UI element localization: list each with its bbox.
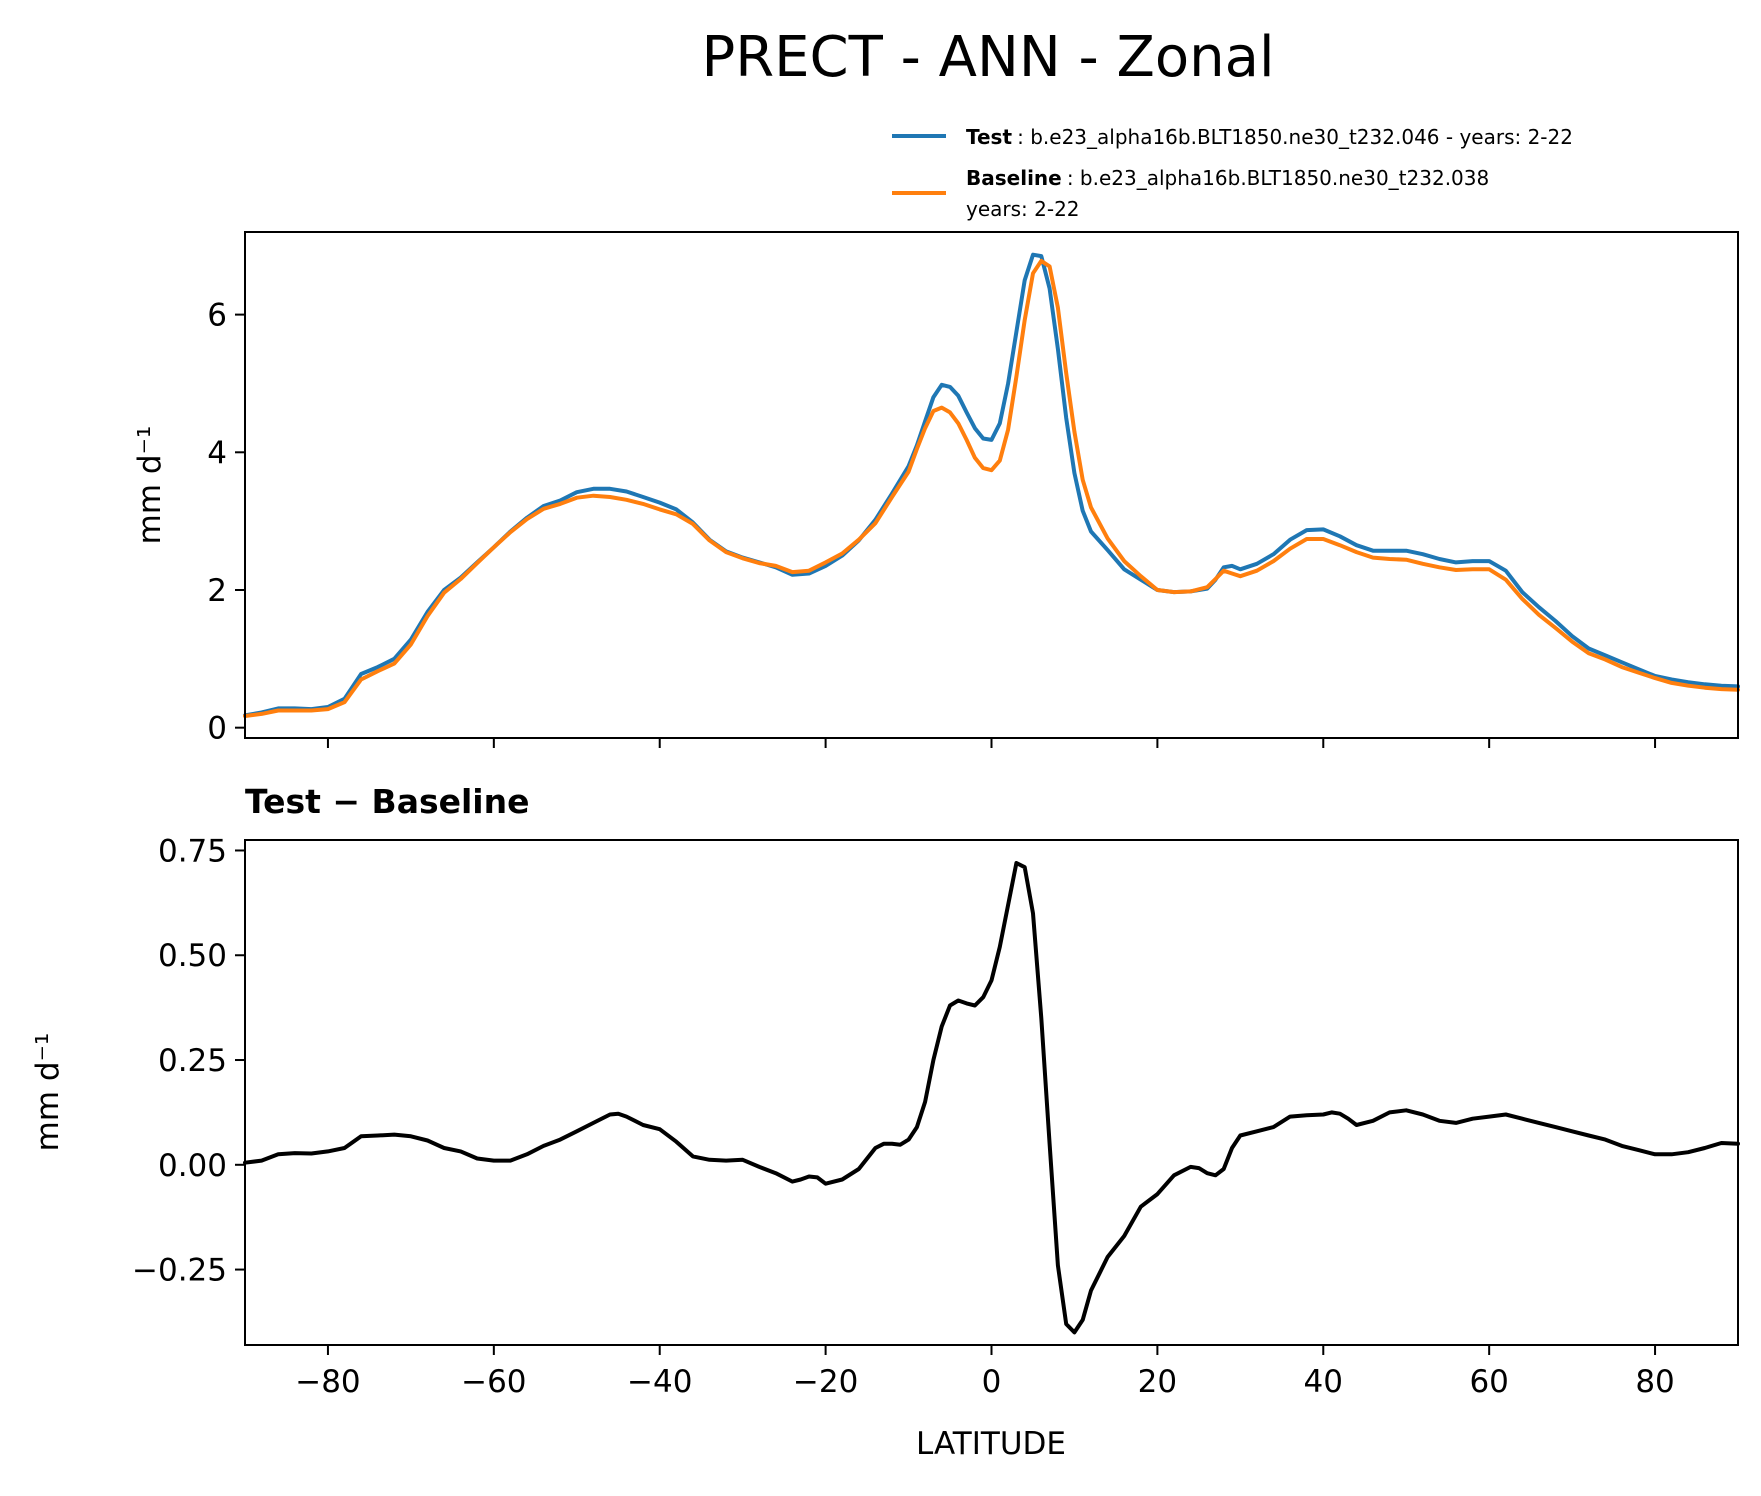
top-y-tick-label: 4 [207, 435, 227, 471]
bottom-series-layer [243, 861, 1740, 1335]
bottom-x-tick-label: −40 [627, 1364, 692, 1400]
bottom-y-ticks: −0.25 0.00 0.25 0.50 0.75 [132, 833, 245, 1289]
legend-text-baseline-line2: years: 2-22 [966, 197, 1080, 221]
legend-text-baseline: : b.e23_alpha16b.BLT1850.ne30_t232.038 [1067, 166, 1489, 190]
top-series-layer [243, 252, 1740, 718]
bottom-x-tick-label: 80 [1635, 1364, 1674, 1400]
bottom-panel: Test − Baseline −80 −60 −40 −20 0 20 40 60 80 −0… [30, 782, 1740, 1462]
bottom-x-tick-label: −80 [295, 1364, 360, 1400]
bottom-x-ticks: −80 −60 −40 −20 0 20 40 60 80 [295, 1345, 1675, 1400]
legend-entry-baseline: Baseline : b.e23_alpha16b.BLT1850.ne30_t… [966, 166, 1489, 190]
bottom-y-tick-label: 0.00 [158, 1148, 227, 1184]
bottom-series-line-difference [243, 861, 1740, 1335]
legend-entry-test: Test : b.e23_alpha16b.BLT1850.ne30_t232.… [966, 125, 1573, 149]
figure-title: PRECT - ANN - Zonal [701, 25, 1274, 90]
x-axis-label: LATITUDE [916, 1426, 1066, 1462]
bottom-x-tick-label: −60 [461, 1364, 526, 1400]
bottom-x-tick-label: 0 [982, 1364, 1002, 1400]
bottom-panel-title: Test − Baseline [245, 782, 530, 821]
top-series-line-baseline [243, 258, 1740, 718]
top-y-ticks: 0 2 4 6 [207, 298, 245, 747]
bottom-x-tick-label: −20 [793, 1364, 858, 1400]
bottom-y-tick-label: −0.25 [132, 1253, 227, 1289]
bottom-y-tick-label: 0.50 [158, 938, 227, 974]
top-y-tick-label: 6 [207, 298, 227, 334]
top-panel: 0 2 4 6 mm d⁻¹ [132, 231, 1740, 748]
bottom-y-tick-label: 0.25 [158, 1043, 227, 1079]
bottom-x-tick-label: 20 [1138, 1364, 1177, 1400]
bottom-y-tick-label: 0.75 [158, 833, 227, 869]
legend: Test : b.e23_alpha16b.BLT1850.ne30_t232.… [892, 125, 1573, 221]
bottom-x-tick-label: 60 [1469, 1364, 1508, 1400]
legend-text-test: : b.e23_alpha16b.BLT1850.ne30_t232.046 -… [1017, 125, 1573, 149]
top-x-ticks [326, 738, 1657, 748]
legend-key-test: Test [966, 125, 1012, 149]
top-y-tick-label: 0 [207, 711, 227, 747]
legend-key-baseline: Baseline [966, 166, 1062, 190]
top-y-axis-label: mm d⁻¹ [132, 426, 168, 545]
bottom-x-tick-label: 40 [1304, 1364, 1343, 1400]
top-y-tick-label: 2 [207, 573, 227, 609]
bottom-y-axis-label: mm d⁻¹ [30, 1033, 66, 1152]
